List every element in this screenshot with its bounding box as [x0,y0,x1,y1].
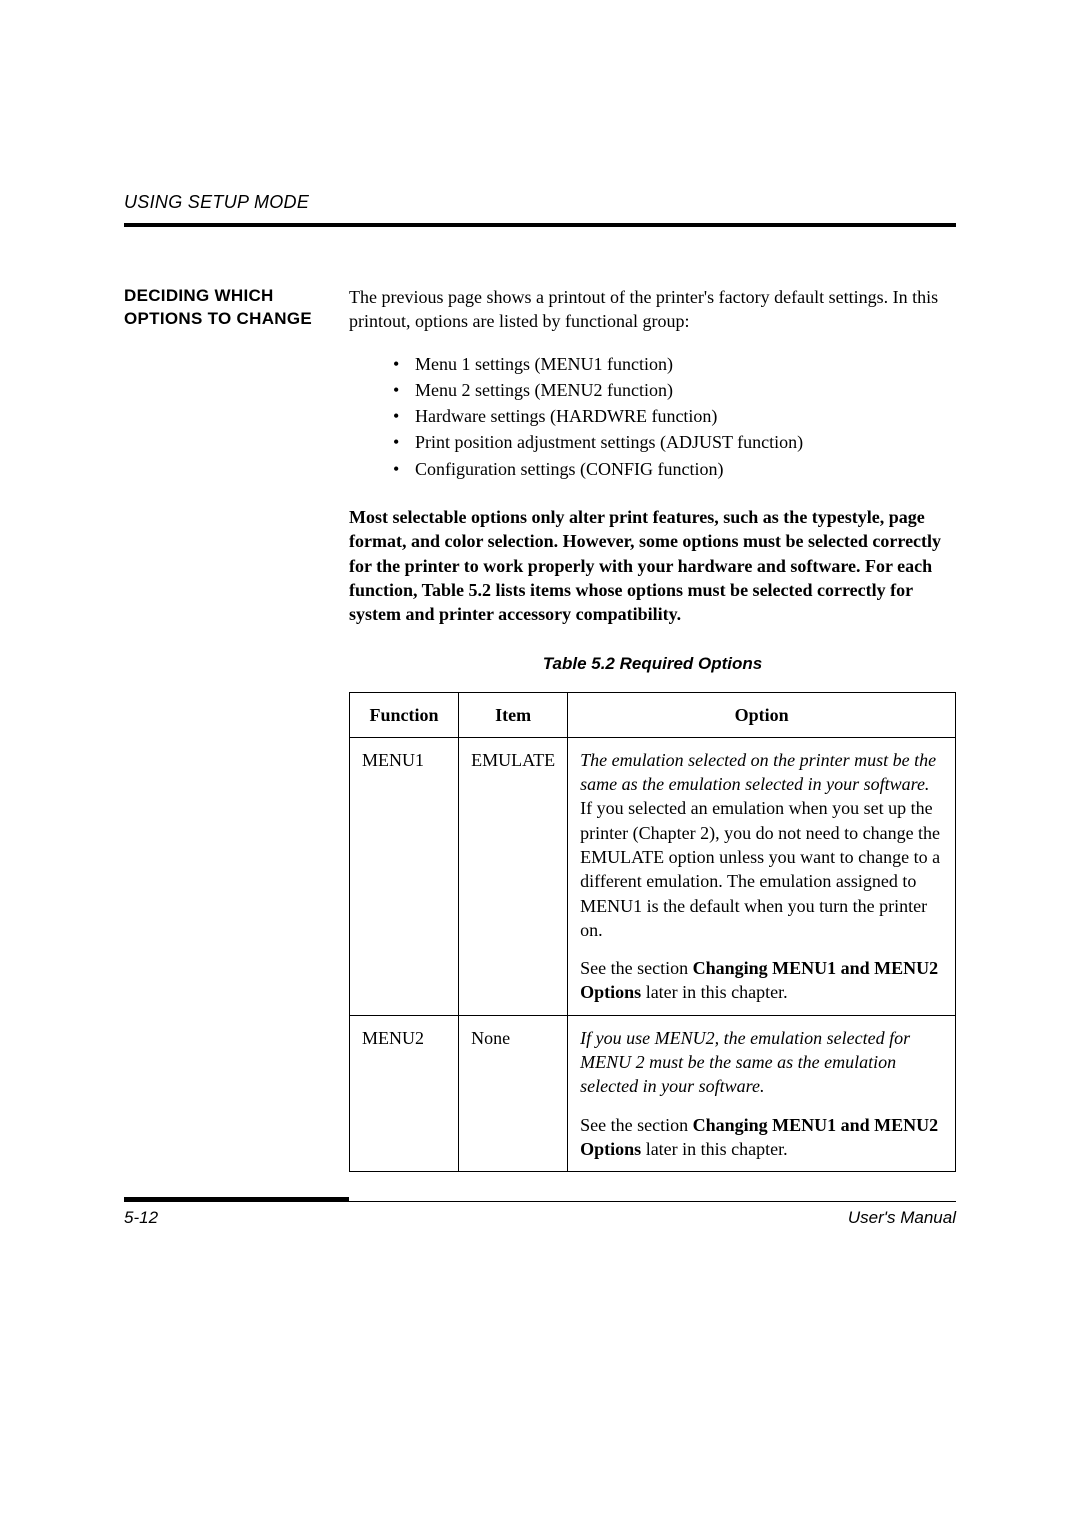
col-function: Function [350,692,459,737]
manual-label: User's Manual [848,1208,956,1228]
intro-paragraph: The previous page shows a printout of th… [349,285,956,334]
table-header-row: Function Item Option [350,692,956,737]
option-text: later in this chapter. [641,982,787,1002]
footer-rule [124,1197,956,1202]
table-row: MENU1 EMULATE The emulation selected on … [350,737,956,1015]
body-column: The previous page shows a printout of th… [349,285,956,1172]
option-italic: If you use MENU2, the emulation selected… [580,1028,910,1097]
list-item: Menu 1 settings (MENU1 function) [415,352,956,376]
option-text: See the section [580,1115,692,1135]
list-item: Configuration settings (CONFIG function) [415,457,956,481]
table-row: MENU2 None If you use MENU2, the emulati… [350,1015,956,1171]
option-italic: The emulation selected on the printer mu… [580,750,936,794]
bullet-list: Menu 1 settings (MENU1 function) Menu 2 … [349,352,956,481]
running-head: USING SETUP MODE [124,192,956,213]
page-number: 5-12 [124,1208,158,1228]
option-text: If you selected an emulation when you se… [580,798,940,939]
bold-paragraph: Most selectable options only alter print… [349,505,956,626]
header-rule [124,223,956,227]
cell-option: If you use MENU2, the emulation selected… [568,1015,956,1171]
side-heading: DECIDING WHICH OPTIONS TO CHANGE [124,285,349,331]
cell-function: MENU2 [350,1015,459,1171]
option-text: later in this chapter. [641,1139,787,1159]
cell-item: EMULATE [459,737,568,1015]
cell-function: MENU1 [350,737,459,1015]
table-caption: Table 5.2 Required Options [349,653,956,676]
list-item: Print position adjustment settings (ADJU… [415,430,956,454]
content-area: DECIDING WHICH OPTIONS TO CHANGE The pre… [124,285,956,1172]
cell-option: The emulation selected on the printer mu… [568,737,956,1015]
required-options-table: Function Item Option MENU1 EMULATE The e… [349,692,956,1173]
page-footer: 5-12 User's Manual [124,1197,956,1228]
document-page: USING SETUP MODE DECIDING WHICH OPTIONS … [0,0,1080,1528]
col-option: Option [568,692,956,737]
cell-item: None [459,1015,568,1171]
list-item: Hardware settings (HARDWRE function) [415,404,956,428]
col-item: Item [459,692,568,737]
list-item: Menu 2 settings (MENU2 function) [415,378,956,402]
option-text: See the section [580,958,692,978]
